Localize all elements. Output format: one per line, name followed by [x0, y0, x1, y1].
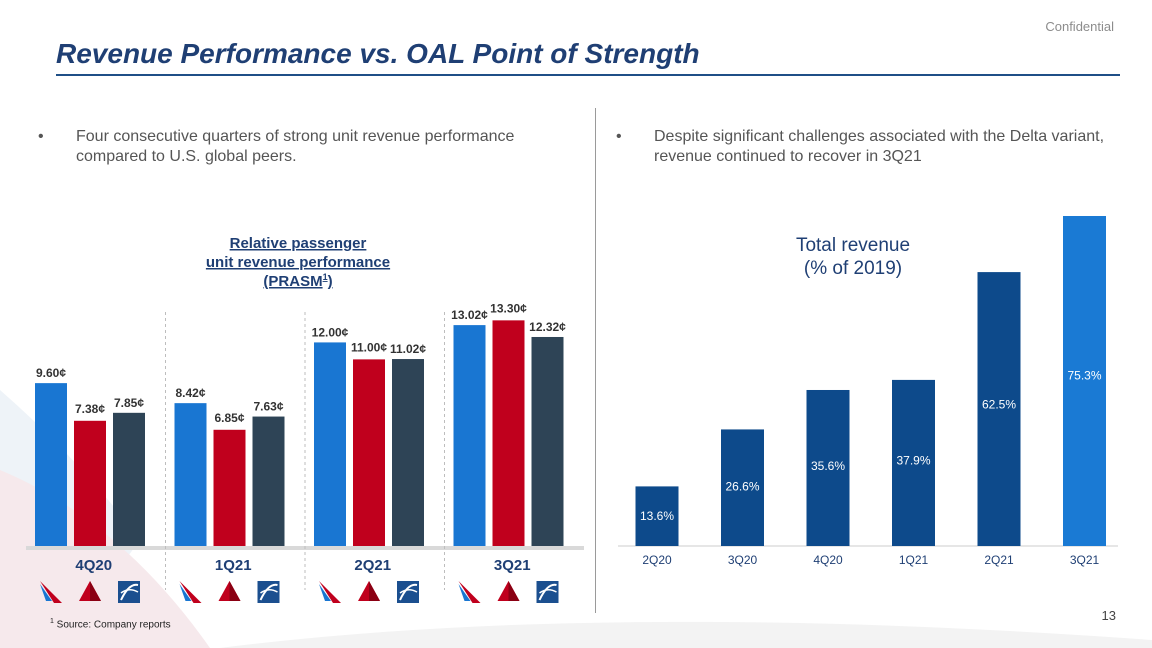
confidential-label: Confidential: [1045, 19, 1114, 34]
american-airlines-logo-accent: [40, 584, 52, 601]
page-title: Revenue Performance vs. OAL Point of Str…: [56, 38, 700, 69]
data-label: 13.6%: [640, 509, 674, 523]
x-tick-label: 2Q21: [984, 553, 1014, 567]
bar-delta: [74, 420, 106, 546]
data-label: 37.9%: [896, 454, 930, 468]
revenue-bar: [806, 389, 850, 546]
data-label: 12.32¢: [529, 320, 566, 334]
bar-delta: [213, 429, 246, 546]
data-label: 12.00¢: [312, 325, 349, 339]
bullet-text: Four consecutive quarters of strong unit…: [76, 128, 515, 165]
united-logo-globe: [538, 583, 557, 601]
x-tick-label: 4Q20: [813, 553, 843, 567]
data-label: 9.60¢: [36, 366, 66, 380]
data-label: 11.02¢: [390, 342, 426, 356]
american-airlines-logo: [319, 581, 341, 603]
united-logo-globe-line: [539, 589, 557, 594]
delta-logo-shade: [90, 581, 101, 601]
x-tick-label: 3Q21: [1070, 553, 1100, 567]
delta-logo-shade: [229, 581, 241, 601]
column-divider: [595, 108, 596, 613]
data-label: 7.63¢: [253, 400, 283, 414]
bullet-marker: •: [38, 128, 44, 145]
united-logo-globe: [259, 583, 278, 601]
delta-logo-shade: [369, 581, 380, 601]
bar-american: [314, 342, 346, 546]
bar-united: [113, 412, 145, 546]
bar-united: [392, 359, 424, 546]
bar-delta: [492, 320, 525, 546]
chart-title-line: Total revenue: [796, 235, 910, 256]
united-logo: [397, 581, 419, 603]
bullet-text: Despite significant challenges associate…: [654, 128, 1105, 165]
x-tick-label: 2Q21: [354, 557, 391, 574]
data-label: 7.85¢: [114, 396, 144, 410]
revenue-bar: [635, 486, 679, 546]
bar-united: [531, 336, 564, 546]
revenue-bar: [721, 429, 764, 546]
united-logo-globe-line: [260, 589, 278, 594]
united-logo: [257, 581, 280, 603]
data-label: 26.6%: [725, 479, 759, 493]
data-label: 62.5%: [982, 398, 1016, 412]
bar-american: [453, 325, 486, 546]
footnote-marker: 1: [50, 618, 54, 625]
footnote-text: Source: Company reports: [53, 619, 171, 631]
revenue-bar: [892, 379, 935, 546]
revenue-bar: [1063, 216, 1106, 546]
x-tick-label: 3Q20: [728, 553, 758, 567]
title-underline: [56, 74, 1120, 76]
american-airlines-logo-accent: [319, 584, 331, 601]
bullet-marker: •: [616, 128, 622, 145]
data-label: 11.00¢: [351, 340, 387, 354]
bar-american: [174, 403, 207, 546]
chart-title-line: (% of 2019): [804, 258, 902, 279]
united-logo-globe-line: [399, 589, 418, 594]
data-label: 13.30¢: [490, 301, 527, 315]
data-label: 8.42¢: [175, 386, 205, 400]
united-logo: [536, 581, 559, 603]
data-label: 7.38¢: [75, 402, 105, 416]
chart-title-line: unit revenue performance: [206, 254, 390, 271]
data-label: 6.85¢: [214, 411, 244, 425]
bar-united: [252, 416, 285, 546]
revenue-bar: [977, 272, 1021, 546]
american-airlines-logo: [458, 581, 481, 603]
american-airlines-logo: [179, 581, 202, 603]
x-tick-label: 2Q20: [642, 553, 672, 567]
data-label: 75.3%: [1067, 368, 1101, 382]
x-tick-label: 1Q21: [899, 553, 929, 567]
x-tick-label: 4Q20: [75, 557, 112, 574]
chart-title-line: (PRASM1): [263, 272, 332, 290]
footnote: 1 Source: Company reports: [50, 618, 171, 630]
united-logo-globe: [399, 583, 418, 601]
chart-title-line: Relative passenger: [230, 235, 367, 252]
united-logo-globe: [120, 583, 139, 601]
data-label: 13.02¢: [451, 308, 488, 322]
american-airlines-logo-accent: [179, 584, 192, 601]
x-tick-label: 1Q21: [215, 557, 252, 574]
united-logo-globe-line: [120, 589, 139, 594]
delta-logo-shade: [508, 581, 520, 601]
bar-american: [35, 383, 67, 546]
united-logo: [118, 581, 140, 603]
bar-delta: [353, 359, 385, 546]
american-airlines-logo-accent: [458, 584, 471, 601]
page-number: 13: [1101, 608, 1116, 623]
american-airlines-logo: [40, 581, 62, 603]
x-tick-label: 3Q21: [494, 557, 531, 574]
data-label: 35.6%: [811, 459, 845, 473]
